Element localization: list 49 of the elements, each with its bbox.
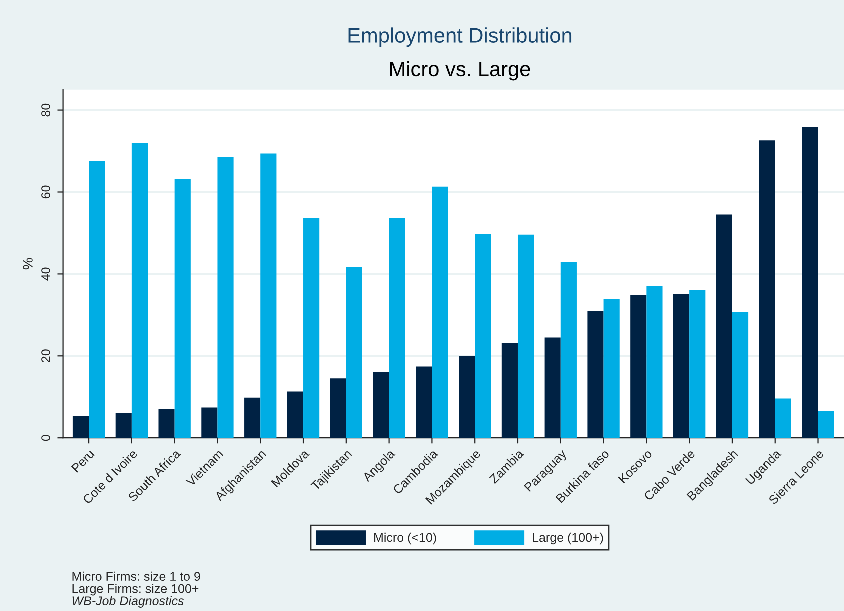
bar [373,372,390,438]
bar [260,154,277,438]
text: Large Firms: size 100+ [72,584,199,596]
bar [560,262,577,438]
bar [775,398,792,438]
bar [518,234,534,438]
text: Micro Firms: size 1 to 9 [72,572,200,582]
legend-label: Large (100+) [533,532,604,545]
y-axis-title: % [23,258,33,270]
chart-title: Employment Distribution [348,28,572,48]
bar [218,157,234,438]
bar [716,214,732,438]
bar [287,392,304,438]
bar [174,180,191,438]
bar [630,296,647,438]
bar [330,378,346,438]
bar [475,234,492,438]
bar [759,140,776,438]
bar [646,286,663,438]
y-tick-label: 40 [42,268,50,281]
y-tick-label: 60 [42,186,50,199]
bar [818,411,834,438]
bar [132,143,148,438]
bar [502,343,518,438]
chart-subtitle: Micro vs. Large [390,61,530,81]
bar [116,413,132,438]
bar [72,416,90,438]
bar [802,128,818,438]
bar [89,162,106,438]
bar [432,186,448,438]
y-tick-label: 80 [42,104,50,117]
bar [459,356,476,438]
text: WB-Job Diagnostics [72,596,184,608]
bar [690,290,706,438]
bar [346,267,362,438]
legend-label: Micro (<10) [374,532,436,545]
y-tick-label: 20 [42,350,50,362]
bar [673,294,690,438]
bar [544,338,561,438]
bar [416,366,432,438]
y-tick-label: 0 [42,435,50,442]
bar [389,218,406,438]
bar [304,218,320,438]
bar [604,299,620,438]
bar [732,312,749,438]
bar [588,311,604,438]
bar [202,408,218,438]
bar [244,398,261,438]
bar [158,408,175,438]
